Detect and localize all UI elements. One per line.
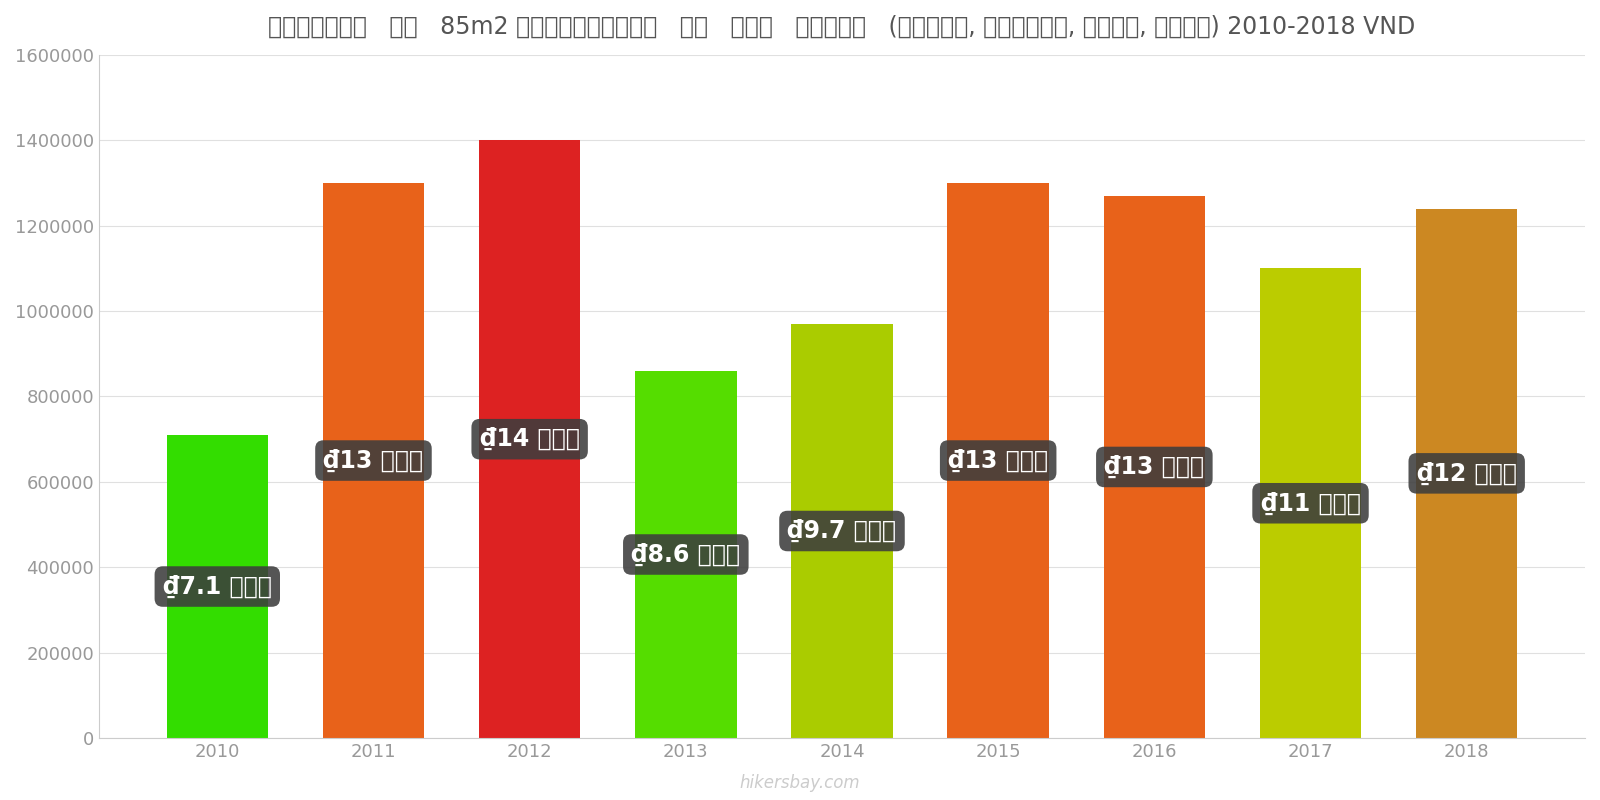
Text: ₫8.6 लाख: ₫8.6 लाख — [632, 542, 741, 566]
Text: ₫11 लाख: ₫11 लाख — [1261, 491, 1360, 515]
Text: ₫12 लाख: ₫12 लाख — [1416, 462, 1517, 486]
Bar — [323, 183, 424, 738]
Text: ₫14 लाख: ₫14 लाख — [480, 427, 579, 451]
Text: ₫13 लाख: ₫13 लाख — [323, 449, 424, 473]
Text: ₫9.7 लाख: ₫9.7 लाख — [787, 519, 896, 543]
Bar — [635, 371, 736, 738]
Bar — [792, 324, 893, 738]
Title: वियतनाम   एक   85m2 अपार्टमेंट   के   लिए   शुल्क   (बिजली, हीटिंग, पानी, कचरा) : वियतनाम एक 85m2 अपार्टमेंट के लिए शुल्क … — [269, 15, 1416, 39]
Bar — [947, 183, 1050, 738]
Bar — [166, 435, 269, 738]
Text: ₫13 लाख: ₫13 लाख — [1104, 455, 1205, 479]
Text: ₫13 लाख: ₫13 लाख — [949, 449, 1048, 473]
Text: ₫7.1 लाख: ₫7.1 लाख — [163, 574, 272, 598]
Bar — [1259, 268, 1362, 738]
Bar — [1104, 196, 1205, 738]
Bar — [478, 140, 581, 738]
Text: hikersbay.com: hikersbay.com — [739, 774, 861, 792]
Bar — [1416, 209, 1517, 738]
